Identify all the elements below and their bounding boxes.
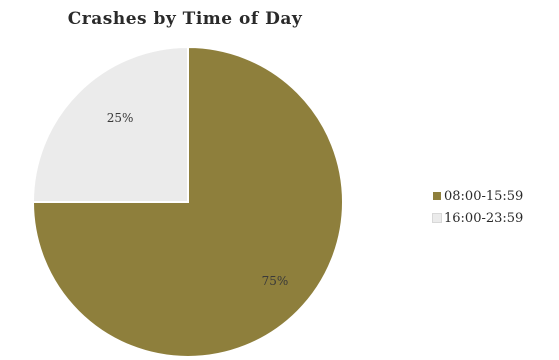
pie-slices (31, 45, 344, 358)
legend-swatch-0 (433, 192, 441, 200)
legend-swatch-1 (432, 213, 442, 223)
legend-label-1: 16:00-23:59 (444, 210, 524, 226)
legend-label-0: 08:00-15:59 (444, 188, 524, 204)
legend-item-0: 08:00-15:59 (433, 185, 523, 207)
pie-chart: 75% 25% (31, 45, 344, 358)
slice-label-1: 25% (107, 111, 134, 125)
legend: 08:00-15:59 16:00-23:59 (432, 185, 524, 229)
slice-label-0: 75% (262, 274, 289, 288)
pie-slice-0 (31, 45, 344, 358)
legend-item-1: 16:00-23:59 (432, 207, 524, 229)
chart-title: Crashes by Time of Day (67, 9, 303, 29)
pie-slice-labels: 75% 25% (107, 111, 289, 288)
pie-slice-1 (31, 45, 189, 203)
